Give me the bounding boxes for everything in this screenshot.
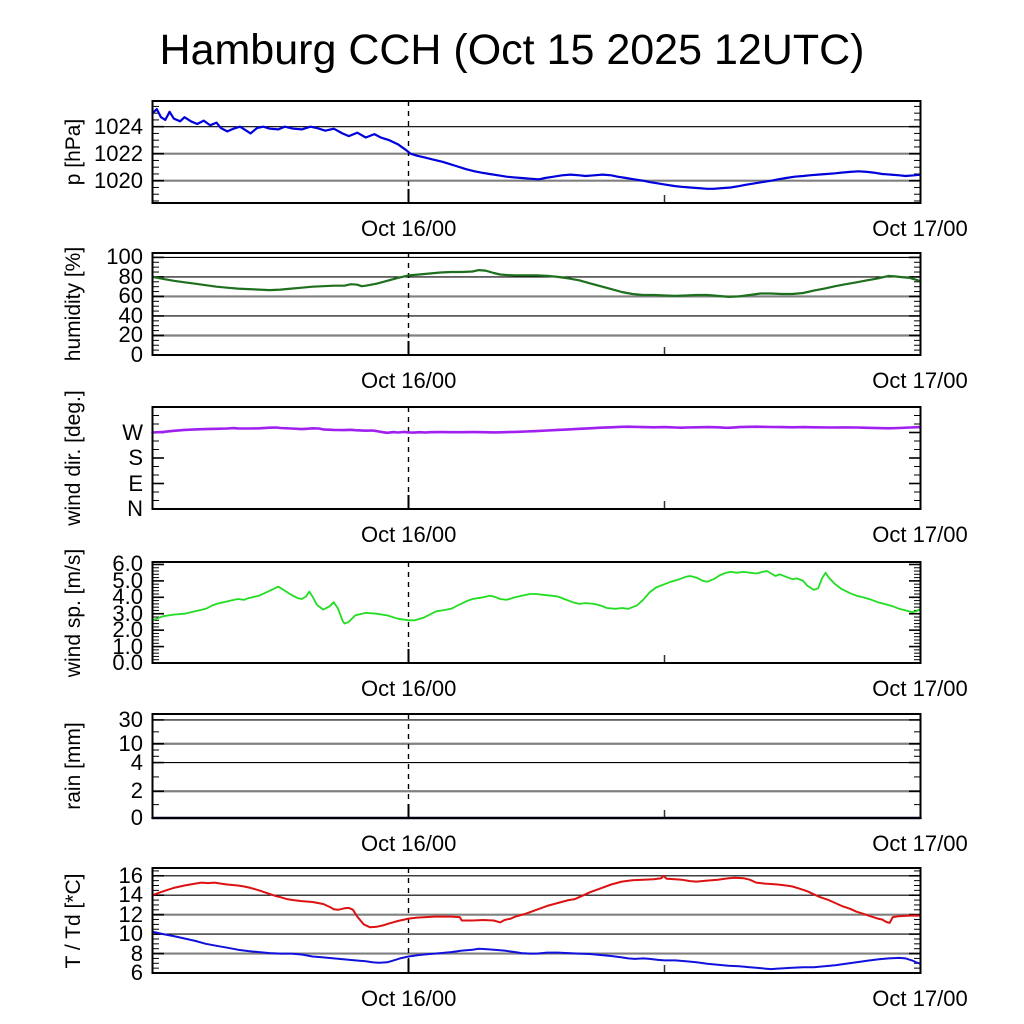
ytick-label-rain-4: 4 bbox=[130, 749, 143, 775]
xtick-label-pressure-Oct_16_00: Oct 16/00 bbox=[360, 216, 457, 241]
ytick-label-temperature-10: 10 bbox=[118, 921, 143, 947]
ytick-label-pressure-1022: 1022 bbox=[94, 140, 143, 166]
ytick-label-wind-direction-W: W bbox=[122, 419, 143, 445]
panel-border-pressure bbox=[151, 100, 922, 204]
panel-temperature-plot bbox=[151, 867, 922, 974]
series-pressure bbox=[151, 108, 922, 190]
series-wind-direction bbox=[151, 425, 922, 435]
ytick-label-humidity-20: 20 bbox=[118, 322, 143, 348]
xtick-label-temperature-Oct_16_00: Oct 16/00 bbox=[360, 986, 457, 1011]
series-temperature-T bbox=[151, 874, 922, 929]
xtick-label-humidity-Oct_17_00: Oct 17/00 bbox=[872, 368, 968, 393]
xtick-label-pressure-Oct_17_00: Oct 17/00 bbox=[872, 216, 968, 241]
ytick-label-humidity-40: 40 bbox=[118, 302, 143, 328]
ytick-label-wind-direction-S: S bbox=[128, 445, 143, 470]
xtick-label-wind-direction-Oct_17_00: Oct 17/00 bbox=[872, 522, 968, 547]
xtick-label-humidity-Oct_16_00: Oct 16/00 bbox=[360, 368, 457, 393]
panel-border-wind-direction bbox=[151, 406, 922, 510]
ytick-label-wind-speed-6.0: 6.0 bbox=[112, 551, 143, 577]
xtick-label-wind-direction-Oct_16_00: Oct 16/00 bbox=[360, 522, 457, 547]
ytick-label-temperature-8: 8 bbox=[130, 940, 143, 966]
ytick-label-wind-speed-5.0: 5.0 bbox=[112, 567, 143, 593]
ytick-label-rain-0: 0 bbox=[130, 805, 143, 830]
ytick-label-rain-2: 2 bbox=[130, 778, 143, 804]
ytick-label-temperature-16: 16 bbox=[118, 862, 143, 888]
ytick-label-wind-direction-N: N bbox=[127, 496, 143, 521]
ytick-label-wind-direction-E: E bbox=[128, 470, 143, 496]
ytick-label-wind-speed-1.0: 1.0 bbox=[112, 633, 143, 659]
page-title: Hamburg CCH (Oct 15 2025 12UTC) bbox=[159, 26, 865, 74]
ytick-label-wind-speed-2.0: 2.0 bbox=[112, 617, 143, 643]
series-wind-speed bbox=[151, 570, 922, 625]
series-humidity bbox=[151, 269, 922, 299]
panel-wind-speed-plot bbox=[151, 561, 922, 664]
panel-humidity-plot bbox=[151, 252, 922, 356]
panel-border-wind-speed bbox=[151, 561, 922, 664]
ytick-label-wind-speed-3.0: 3.0 bbox=[112, 600, 143, 626]
xtick-label-wind-speed-Oct_17_00: Oct 17/00 bbox=[872, 676, 968, 701]
xtick-label-wind-speed-Oct_16_00: Oct 16/00 bbox=[360, 676, 457, 701]
panel-border-humidity bbox=[151, 252, 922, 356]
ytick-label-temperature-6: 6 bbox=[130, 960, 143, 985]
xtick-label-temperature-Oct_17_00: Oct 17/00 bbox=[872, 986, 968, 1011]
panel-wind-direction-plot bbox=[151, 406, 922, 510]
ytick-label-humidity-0: 0 bbox=[130, 342, 143, 367]
ytick-label-humidity-60: 60 bbox=[118, 283, 143, 309]
ytick-label-humidity-80: 80 bbox=[118, 263, 143, 289]
xtick-label-rain-Oct_17_00: Oct 17/00 bbox=[872, 831, 968, 856]
ytick-label-rain-10: 10 bbox=[118, 730, 143, 756]
ytick-label-temperature-12: 12 bbox=[118, 901, 143, 927]
ytick-label-rain-30: 30 bbox=[118, 706, 143, 732]
ytick-label-pressure-1024: 1024 bbox=[94, 113, 143, 139]
ytick-label-wind-speed-4.0: 4.0 bbox=[112, 584, 143, 610]
ytick-label-wind-speed-0.0: 0.0 bbox=[112, 650, 143, 675]
panel-border-temperature bbox=[151, 867, 922, 974]
ytick-label-temperature-14: 14 bbox=[118, 882, 143, 908]
panel-border-rain bbox=[151, 713, 922, 819]
series-dewpoint-Td bbox=[151, 930, 922, 971]
panel-pressure-plot bbox=[151, 100, 922, 204]
ytick-label-humidity-100: 100 bbox=[106, 244, 143, 270]
ytick-label-pressure-1020: 1020 bbox=[94, 167, 143, 193]
panel-rain-plot bbox=[151, 713, 922, 820]
xtick-label-rain-Oct_16_00: Oct 16/00 bbox=[360, 831, 457, 856]
